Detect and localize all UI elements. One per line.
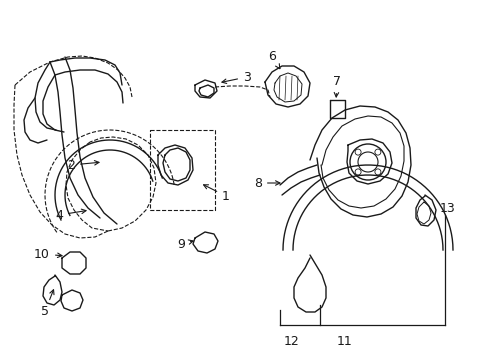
Text: 13: 13 (439, 202, 455, 215)
Text: 5: 5 (41, 290, 54, 318)
Text: 3: 3 (222, 71, 250, 84)
Text: 2: 2 (67, 158, 99, 171)
Text: 10: 10 (34, 248, 62, 261)
Text: 1: 1 (203, 185, 229, 202)
Text: 12: 12 (284, 335, 299, 348)
Text: 9: 9 (177, 238, 193, 251)
Text: 4: 4 (55, 208, 86, 221)
Text: 11: 11 (336, 335, 352, 348)
Text: 6: 6 (267, 50, 279, 69)
Text: 7: 7 (332, 75, 340, 97)
Text: 8: 8 (253, 176, 280, 189)
